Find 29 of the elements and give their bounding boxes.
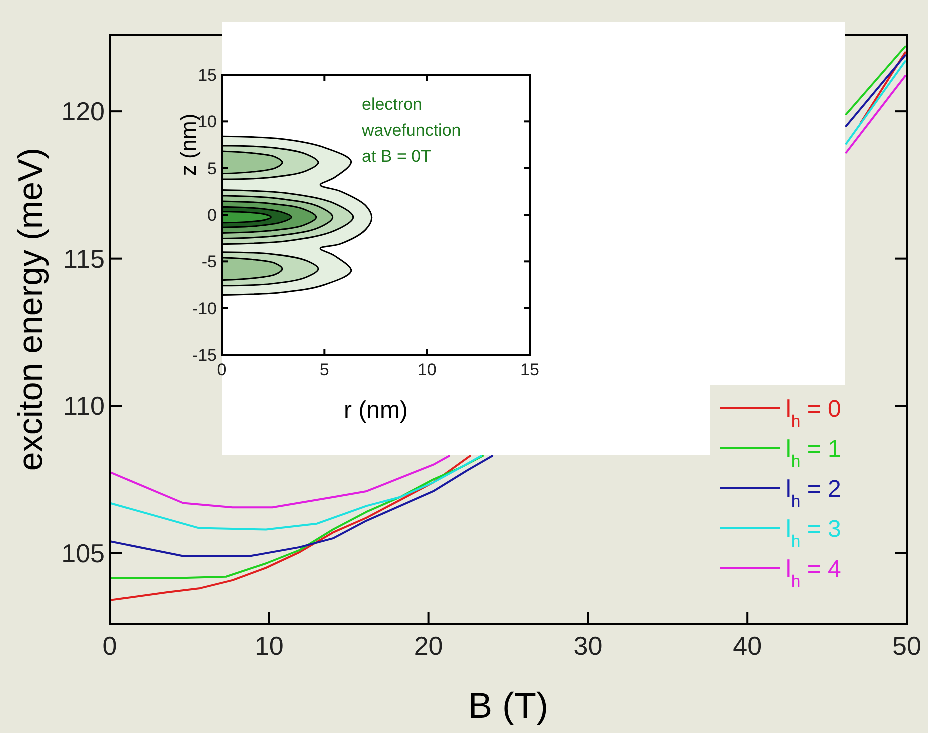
x-axis-title: r (nm) xyxy=(344,397,408,424)
legend-label: l$_{h}$ = 3 xyxy=(786,516,842,550)
x-tick-label: 5 xyxy=(320,360,330,380)
y-axis-title: z (nm) xyxy=(176,114,201,176)
y-tick-label: 105 xyxy=(62,538,105,568)
legend-label: l$_{h}$ = 2 xyxy=(786,476,842,510)
y-tick-label: -15 xyxy=(192,346,217,365)
x-tick-label: 10 xyxy=(418,360,437,380)
legend-label: l$_{h}$ = 0 xyxy=(786,396,842,430)
y-tick-label: -10 xyxy=(192,299,217,318)
y-tick-label: -5 xyxy=(202,252,217,272)
y-tick-label: 120 xyxy=(62,96,105,127)
x-axis-title: B (T) xyxy=(468,685,548,726)
x-tick-label: 15 xyxy=(520,360,540,380)
annotation: electron wavefunction at B = 0T xyxy=(361,95,462,166)
x-tick-label: 10 xyxy=(254,631,284,662)
y-tick-label: 15 xyxy=(198,66,217,85)
legend-label: l$_{h}$ = 1 xyxy=(786,436,842,470)
y-tick-label: 115 xyxy=(64,244,105,274)
y-tick-label: 110 xyxy=(64,391,105,422)
x-tick-label: 30 xyxy=(574,631,603,662)
y-tick-label: 10 xyxy=(198,112,217,132)
x-tick-label: 40 xyxy=(733,631,762,662)
y-tick-label: 5 xyxy=(208,159,217,178)
y-tick-label: 0 xyxy=(208,206,217,225)
legend-label: l$_{h}$ = 4 xyxy=(786,556,842,590)
y-axis-title: exciton energy (meV) xyxy=(12,148,50,472)
x-tick-label: 20 xyxy=(414,631,444,662)
x-tick-label: 50 xyxy=(892,631,922,662)
